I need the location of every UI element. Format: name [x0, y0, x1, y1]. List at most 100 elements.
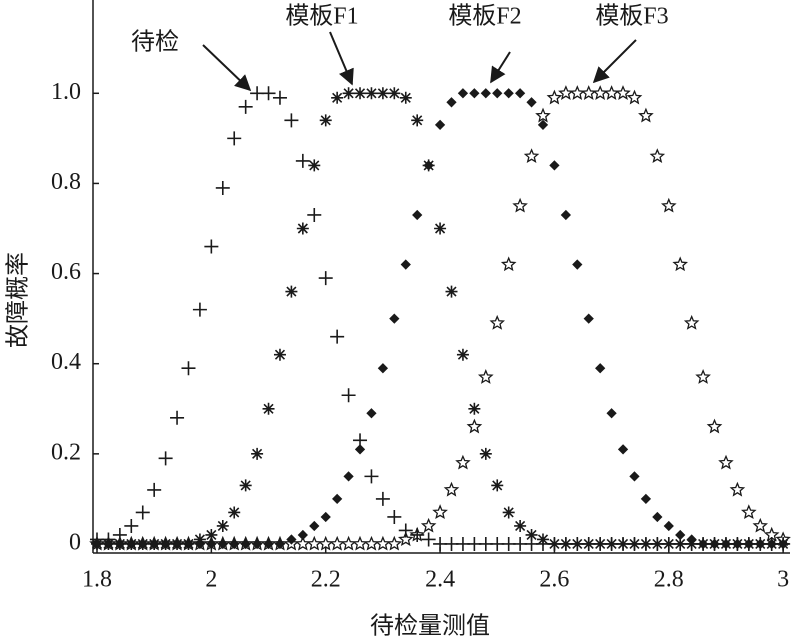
point: [491, 479, 504, 492]
point: [412, 209, 423, 221]
point: [514, 519, 527, 532]
point: [548, 537, 561, 550]
point: [147, 482, 162, 497]
point: [262, 402, 275, 415]
point: [766, 538, 777, 550]
point: [227, 131, 242, 146]
y-axis-label: 故障概率: [5, 252, 32, 348]
point: [639, 537, 652, 550]
point: [341, 388, 356, 403]
point: [399, 91, 412, 104]
point: [400, 259, 411, 270]
point: [480, 88, 491, 99]
point: [492, 88, 503, 99]
point: [272, 90, 287, 105]
point: [306, 535, 323, 551]
point: [238, 99, 253, 114]
point: [582, 537, 595, 550]
point: [331, 91, 344, 104]
point: [559, 537, 572, 550]
annotation-arrow: [490, 51, 511, 84]
x-tick-label: 2.4: [425, 567, 455, 593]
point: [546, 89, 563, 105]
point: [571, 537, 584, 550]
point: [617, 444, 629, 455]
point: [434, 119, 446, 130]
point: [763, 526, 780, 542]
point: [720, 538, 732, 550]
point: [569, 85, 586, 100]
point: [740, 504, 757, 520]
point: [170, 410, 185, 425]
point: [160, 538, 171, 550]
point: [251, 447, 264, 460]
point: [365, 87, 378, 100]
point: [205, 528, 218, 541]
annotation: 模板F1: [285, 3, 358, 30]
point: [672, 256, 688, 272]
point: [228, 506, 241, 519]
point: [340, 535, 357, 551]
y-tick-label: 1.0: [51, 79, 81, 105]
annotation-arrow: [202, 44, 252, 92]
point: [718, 454, 734, 470]
point: [388, 87, 401, 100]
y-tick-label: 0.6: [51, 259, 81, 285]
y-tick-label: 0.2: [51, 439, 81, 465]
point: [628, 537, 641, 550]
point: [318, 271, 333, 286]
x-tick-label: 2.2: [311, 567, 341, 593]
point: [489, 314, 505, 330]
point: [595, 363, 606, 374]
point: [273, 348, 286, 361]
point: [662, 537, 675, 550]
point: [284, 113, 299, 128]
point: [469, 88, 480, 99]
point: [181, 361, 196, 376]
y-tick-label: 0: [69, 529, 81, 555]
point: [537, 119, 549, 130]
point: [605, 537, 618, 550]
point: [514, 88, 526, 99]
point: [363, 535, 380, 551]
point: [420, 517, 437, 533]
point: [468, 402, 481, 415]
x-tick-label: 2.6: [539, 567, 569, 593]
point: [398, 523, 413, 538]
annotation-arrow: [592, 39, 637, 84]
y-tick-label: 0.8: [51, 169, 81, 195]
point: [558, 85, 574, 101]
point: [661, 197, 677, 213]
point: [686, 534, 697, 545]
point: [629, 471, 640, 482]
y-tick-label: 0.4: [51, 349, 81, 375]
point: [398, 531, 414, 547]
point: [649, 148, 666, 163]
point: [307, 207, 322, 222]
point: [755, 538, 766, 550]
point: [295, 153, 310, 168]
point: [603, 85, 620, 100]
point: [308, 159, 321, 172]
point: [204, 239, 219, 254]
x-axis-label: 待检量测值: [370, 613, 490, 640]
point: [409, 526, 425, 542]
point: [503, 88, 514, 99]
point: [752, 517, 768, 533]
point: [732, 538, 743, 550]
point: [445, 285, 458, 298]
point: [523, 148, 540, 163]
point: [695, 368, 711, 384]
point: [651, 537, 664, 550]
point: [775, 531, 791, 547]
point: [239, 479, 252, 492]
point: [285, 285, 298, 298]
point: [743, 538, 754, 550]
point: [354, 444, 366, 455]
point: [217, 538, 228, 550]
point: [535, 107, 551, 123]
point: [375, 491, 390, 506]
point: [158, 451, 173, 466]
annotation-arrow: [329, 31, 354, 86]
